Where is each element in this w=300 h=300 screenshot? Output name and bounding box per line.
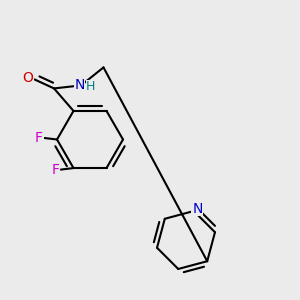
Text: F: F	[35, 131, 43, 145]
Text: F: F	[52, 163, 59, 177]
Text: N: N	[74, 77, 85, 92]
Text: O: O	[22, 71, 33, 85]
Text: H: H	[86, 80, 96, 93]
Text: N: N	[192, 202, 203, 216]
